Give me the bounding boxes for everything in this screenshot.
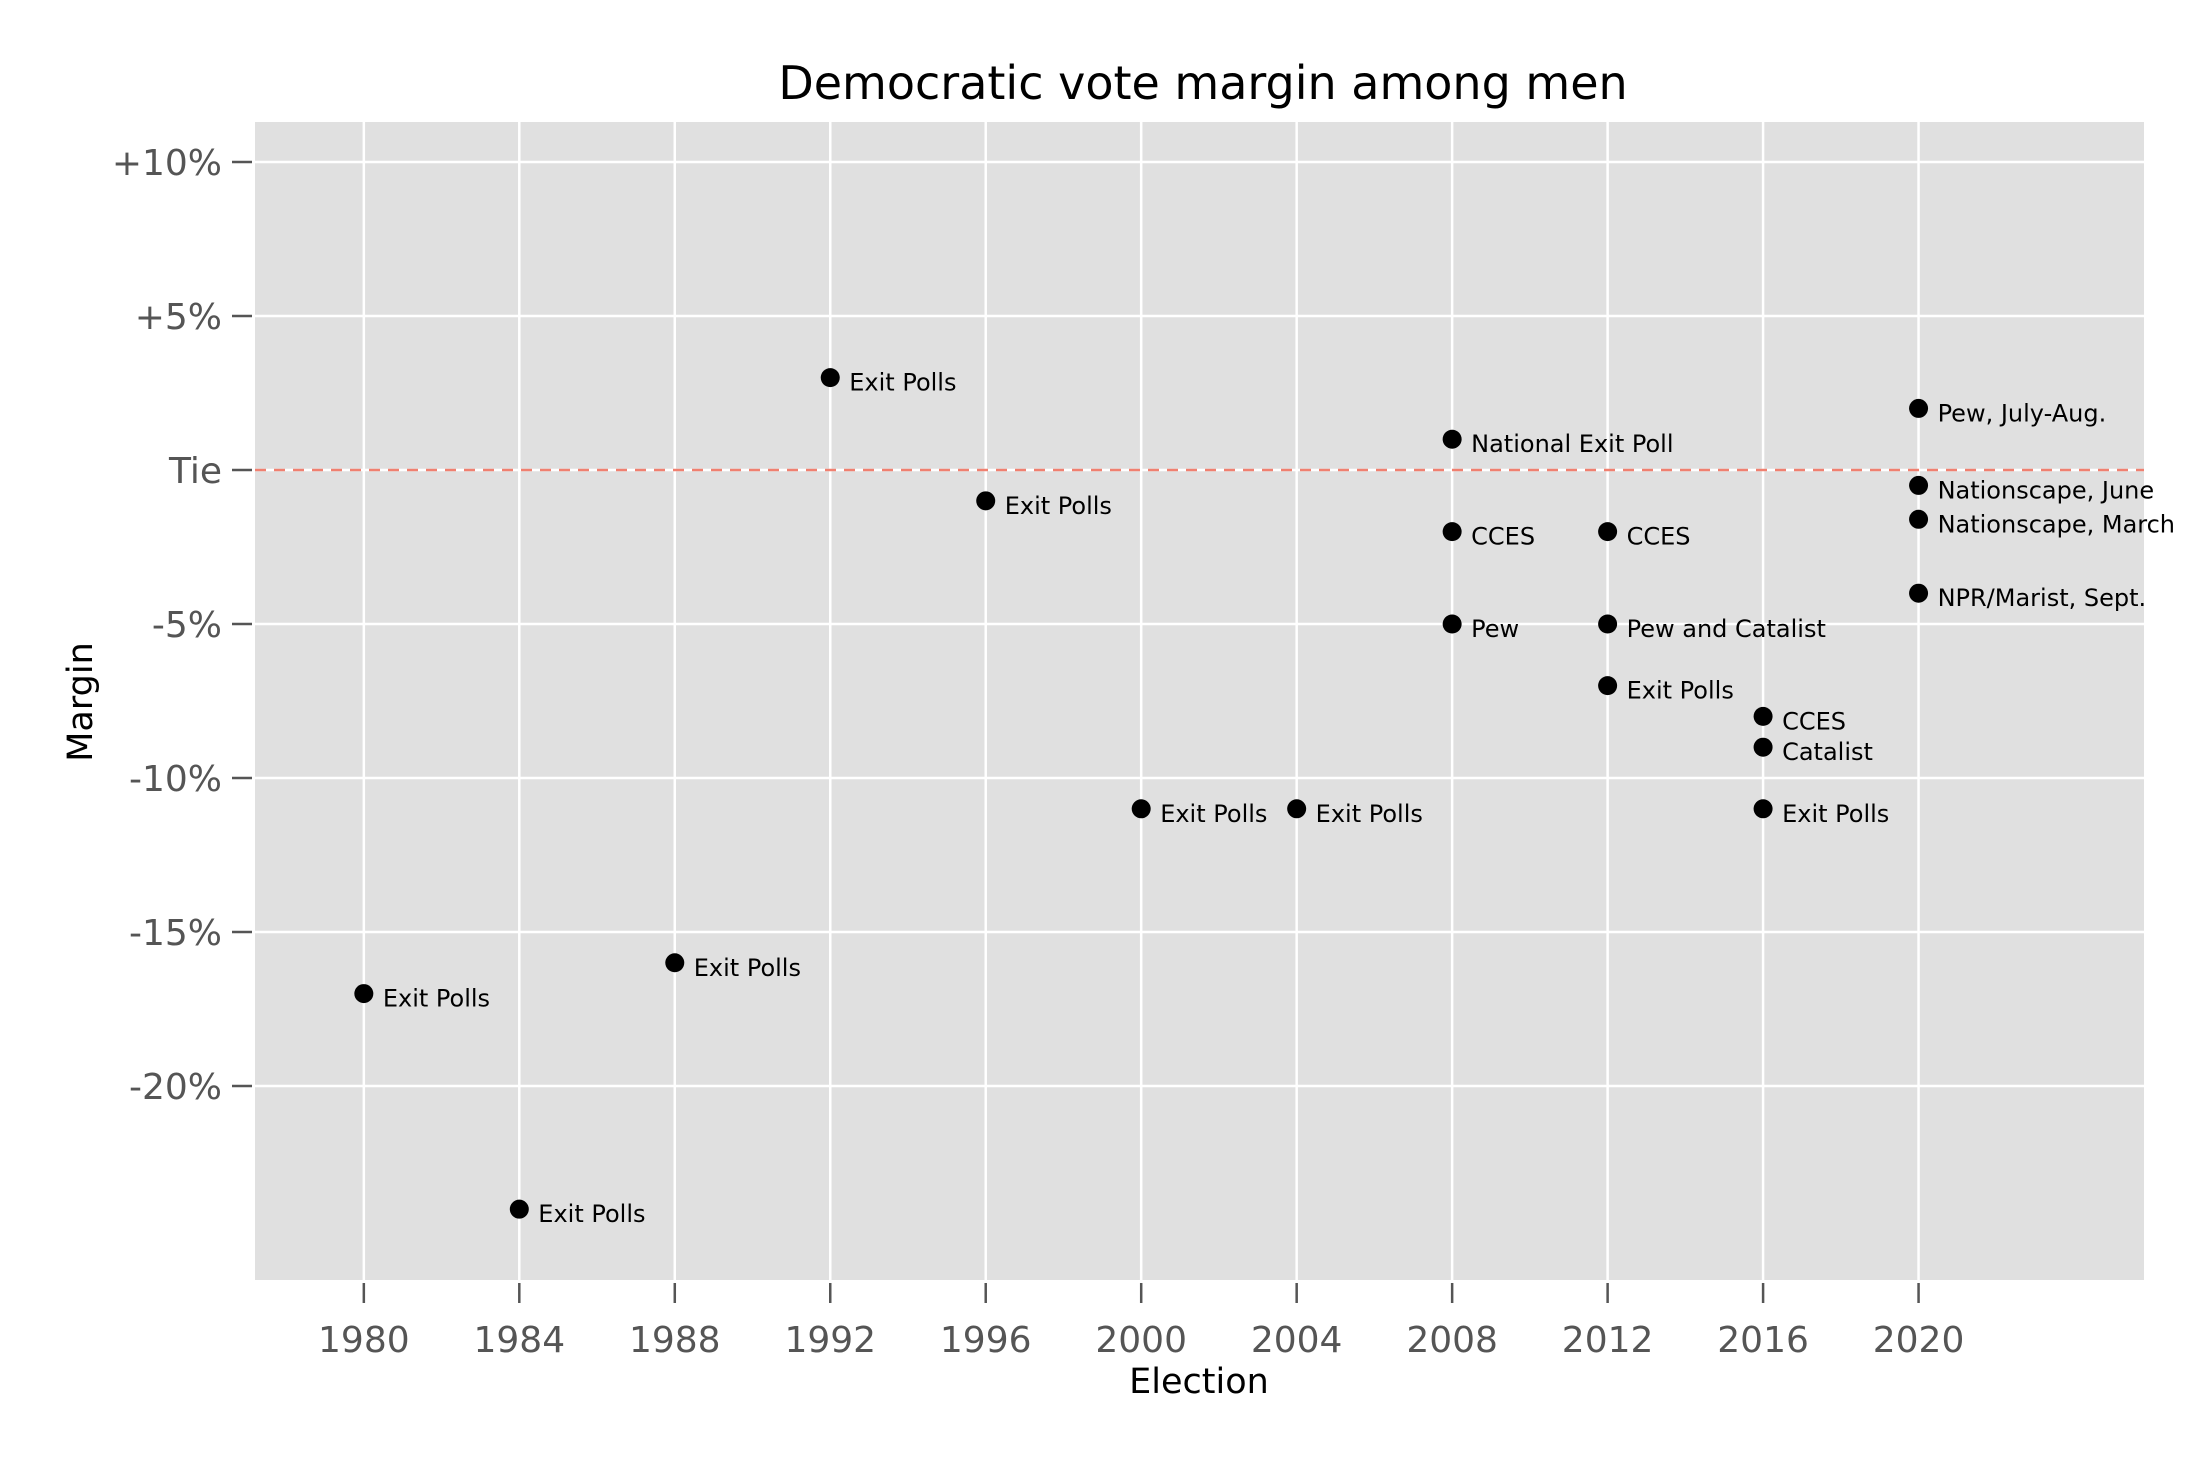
data-point-label: NPR/Marist, Sept. bbox=[1938, 584, 2147, 612]
data-point bbox=[1442, 429, 1462, 449]
data-point bbox=[1909, 398, 1929, 418]
data-point-label: Exit Polls bbox=[1005, 492, 1112, 520]
data-point bbox=[1287, 799, 1307, 819]
y-tick-label: -5% bbox=[152, 605, 222, 646]
data-point-label: Pew, July-Aug. bbox=[1938, 399, 2107, 427]
data-point-label: Nationscape, June bbox=[1938, 476, 2155, 504]
point-labels: Exit Polls Exit Polls Exit Polls Exit Polls… bbox=[383, 369, 2175, 1229]
data-point-label: Exit Polls bbox=[1627, 677, 1734, 705]
data-point bbox=[1909, 509, 1929, 529]
y-tick-label: +10% bbox=[112, 143, 222, 184]
data-point-label: Catalist bbox=[1782, 738, 1873, 766]
x-tick-label: 1988 bbox=[629, 1320, 721, 1361]
data-point-label: National Exit Poll bbox=[1471, 430, 1673, 458]
data-point-label: Nationscape, March bbox=[1938, 510, 2175, 538]
y-tick-label: -20% bbox=[129, 1067, 222, 1108]
x-axis: 1980 1984 1988 1992 1996 2000 2004 2008 2012 2016… bbox=[318, 1283, 1964, 1361]
x-tick-label: 1980 bbox=[318, 1320, 410, 1361]
data-point-label: Exit Polls bbox=[538, 1200, 645, 1228]
x-axis-title: Election bbox=[1129, 1362, 1269, 1402]
data-point bbox=[1753, 706, 1773, 726]
data-point bbox=[1442, 614, 1462, 634]
data-points bbox=[354, 368, 1929, 1219]
data-point bbox=[1909, 475, 1929, 495]
y-tick-label: +5% bbox=[135, 297, 222, 338]
data-point-label: CCES bbox=[1627, 523, 1691, 551]
data-point bbox=[1442, 522, 1462, 542]
data-point bbox=[1598, 676, 1618, 696]
data-point bbox=[1909, 583, 1929, 603]
x-tick-label: 2020 bbox=[1873, 1320, 1965, 1361]
x-tick-label: 1984 bbox=[473, 1320, 565, 1361]
data-point bbox=[1598, 522, 1618, 542]
data-point-label: Exit Polls bbox=[1160, 800, 1267, 828]
data-point bbox=[354, 984, 374, 1004]
data-point bbox=[1753, 799, 1773, 819]
data-point-label: Exit Polls bbox=[1782, 800, 1889, 828]
data-point-label: Exit Polls bbox=[1316, 800, 1423, 828]
data-point bbox=[820, 368, 840, 388]
x-tick-label: 2000 bbox=[1095, 1320, 1187, 1361]
x-tick-label: 2008 bbox=[1406, 1320, 1498, 1361]
data-point bbox=[1131, 799, 1151, 819]
y-tick-label: -15% bbox=[129, 913, 222, 954]
y-axis: +10% +5% Tie -5% -10% -15% -20% bbox=[112, 143, 252, 1108]
data-point bbox=[665, 953, 685, 973]
y-tick-label: Tie bbox=[168, 451, 222, 492]
y-tick-label: -10% bbox=[129, 759, 222, 800]
x-tick-label: 2012 bbox=[1562, 1320, 1654, 1361]
x-tick-label: 1992 bbox=[784, 1320, 876, 1361]
y-axis-title: Margin bbox=[61, 642, 101, 762]
data-point bbox=[509, 1199, 529, 1219]
data-point-label: Pew bbox=[1471, 615, 1519, 643]
data-point-label: CCES bbox=[1471, 523, 1535, 551]
data-point-label: Pew and Catalist bbox=[1627, 615, 1826, 643]
chart-title: Democratic vote margin among men bbox=[778, 56, 1627, 110]
data-point-label: Exit Polls bbox=[383, 985, 490, 1013]
data-point bbox=[1598, 614, 1618, 634]
x-tick-label: 2004 bbox=[1251, 1320, 1343, 1361]
data-point bbox=[1753, 737, 1773, 757]
data-point bbox=[976, 491, 996, 511]
plot-panel bbox=[255, 122, 2144, 1280]
data-point-label: Exit Polls bbox=[849, 369, 956, 397]
data-point-label: Exit Polls bbox=[694, 954, 801, 982]
x-tick-label: 2016 bbox=[1717, 1320, 1809, 1361]
grid-lines bbox=[255, 122, 2144, 1280]
data-point-label: CCES bbox=[1782, 707, 1846, 735]
x-tick-label: 1996 bbox=[940, 1320, 1032, 1361]
